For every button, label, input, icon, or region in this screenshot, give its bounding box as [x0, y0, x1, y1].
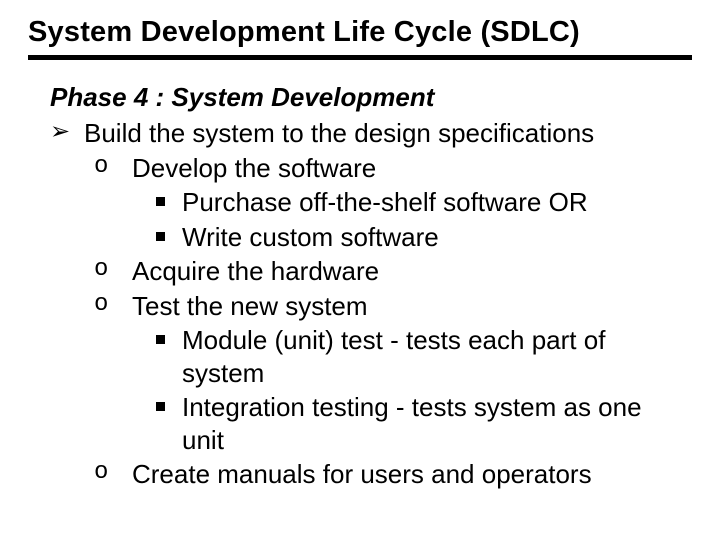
- bullet-purchase-off-shelf: Purchase off-the-shelf software OR: [50, 186, 682, 219]
- slide-content: Phase 4 : System Development Build the s…: [28, 82, 692, 491]
- bullet-acquire-hardware: Acquire the hardware: [50, 255, 682, 288]
- bullet-module-test: Module (unit) test - tests each part of …: [50, 324, 682, 389]
- bullet-develop-software: Develop the software: [50, 152, 682, 185]
- bullet-create-manuals: Create manuals for users and operators: [50, 458, 682, 491]
- slide: System Development Life Cycle (SDLC) Pha…: [0, 0, 720, 540]
- bullet-integration-test: Integration testing - tests system as on…: [50, 391, 682, 456]
- bullet-build: Build the system to the design specifica…: [50, 117, 682, 150]
- phase-heading: Phase 4 : System Development: [50, 82, 682, 113]
- slide-title: System Development Life Cycle (SDLC): [28, 16, 692, 49]
- title-underline: [28, 55, 692, 60]
- bullet-write-custom: Write custom software: [50, 221, 682, 254]
- bullet-test-system: Test the new system: [50, 290, 682, 323]
